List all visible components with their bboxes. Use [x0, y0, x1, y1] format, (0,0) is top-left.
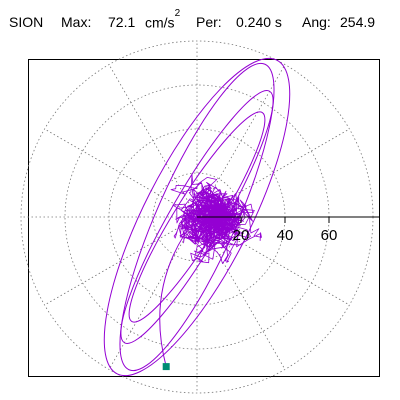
ang-label: Ang: — [302, 14, 331, 30]
max-unit-base: cm/s — [145, 14, 175, 31]
grid-spoke-240 — [108, 216, 198, 370]
max-unit-exponent: 2 — [174, 8, 181, 19]
max-marker — [162, 363, 170, 371]
chart-header: SION Max: 72.1 cm/s2 Per: 0.240 s Ang: 2… — [0, 8, 400, 38]
max-value: 72.1 — [108, 14, 136, 30]
per-label: Per: — [196, 14, 222, 30]
grid-spoke-120 — [108, 64, 198, 218]
per-value: 0.240 s — [236, 14, 282, 30]
max-excursion — [159, 216, 198, 367]
radial-tick-labels: 20 40 60 — [233, 227, 338, 244]
tick-label-40: 40 — [277, 227, 294, 244]
station-name: SION — [9, 14, 44, 30]
grid-spoke-150 — [44, 128, 198, 218]
cluster-trace — [170, 174, 262, 264]
plot-frame — [28, 59, 380, 377]
particle-motion-trace — [103, 57, 291, 377]
tick-label-20: 20 — [233, 227, 250, 244]
radial-axis — [197, 216, 379, 223]
max-unit: cm/s2 — [145, 8, 180, 31]
tick-label-60: 60 — [321, 227, 338, 244]
max-label: Max: — [61, 14, 92, 30]
ang-value: 254.9 — [340, 14, 376, 30]
orbit-0 — [103, 57, 291, 377]
max-marker-layer — [162, 363, 170, 371]
